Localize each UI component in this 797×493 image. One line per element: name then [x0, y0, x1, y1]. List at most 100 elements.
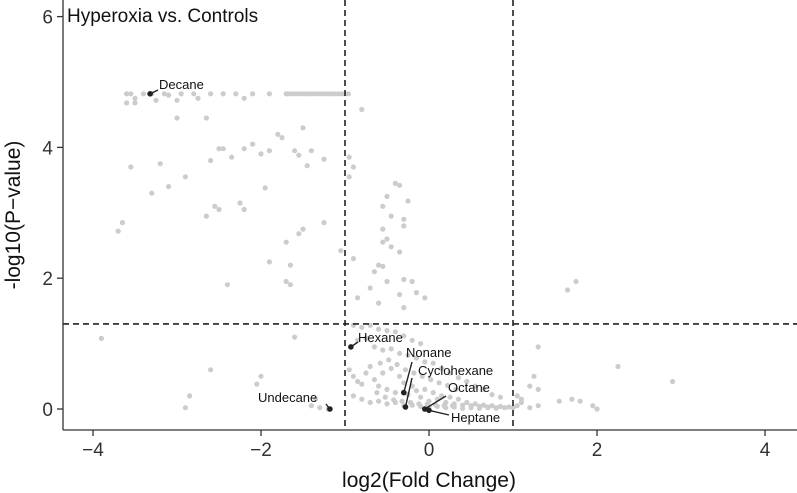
- data-point: [266, 259, 272, 265]
- data-point: [382, 394, 388, 400]
- data-point: [296, 152, 302, 158]
- data-point: [489, 403, 495, 409]
- data-point: [359, 324, 365, 330]
- leader-line-heptane: [428, 409, 450, 416]
- data-point: [424, 401, 430, 407]
- data-point: [262, 185, 268, 191]
- data-point: [388, 213, 394, 219]
- y-tick-label: 0: [42, 400, 53, 421]
- y-tick-label: 6: [42, 8, 53, 29]
- data-point: [124, 100, 130, 106]
- data-point: [418, 341, 424, 347]
- data-point: [254, 381, 260, 387]
- data-point: [367, 285, 373, 291]
- data-point: [514, 403, 520, 409]
- data-point: [287, 262, 293, 268]
- leader-line-octane: [424, 395, 447, 410]
- data-point: [401, 380, 407, 386]
- y-axis-title: -log10(P−value): [2, 141, 25, 290]
- annotation-label-undecane: Undecane: [258, 390, 317, 405]
- data-point: [376, 383, 382, 389]
- data-point: [455, 396, 461, 402]
- data-point: [453, 386, 459, 392]
- y-tick-label: 4: [42, 138, 53, 159]
- data-point: [518, 396, 525, 402]
- data-point: [220, 146, 226, 152]
- data-point: [266, 148, 272, 154]
- data-point: [350, 164, 356, 170]
- data-point: [371, 344, 377, 350]
- data-point: [384, 278, 390, 285]
- data-point: [216, 146, 222, 152]
- data-point: [615, 363, 621, 370]
- data-point: [430, 390, 436, 396]
- data-point: [485, 405, 491, 411]
- data-point: [401, 223, 407, 229]
- data-point: [119, 220, 125, 226]
- data-point: [481, 386, 487, 392]
- data-point: [405, 352, 411, 358]
- data-point: [510, 405, 516, 411]
- data-point: [292, 334, 298, 340]
- x-tick-label: 2: [592, 440, 603, 461]
- data-point: [392, 180, 398, 186]
- data-point: [266, 91, 272, 97]
- data-point: [229, 154, 235, 160]
- annotation-label-cyclohexane: Cyclohexane: [418, 363, 493, 378]
- data-point: [590, 403, 596, 409]
- data-point: [401, 305, 407, 311]
- data-point: [392, 329, 398, 335]
- data-point: [430, 360, 436, 366]
- data-point: [380, 263, 386, 269]
- data-point: [321, 156, 327, 162]
- annotation-label-decane: Decane: [159, 77, 204, 92]
- data-point: [569, 396, 575, 402]
- data-point: [338, 248, 344, 254]
- data-point: [275, 131, 281, 137]
- data-point: [287, 282, 293, 288]
- data-point: [409, 278, 415, 285]
- data-point: [377, 360, 383, 366]
- data-point: [371, 269, 377, 275]
- data-point: [413, 355, 419, 361]
- data-point: [472, 401, 478, 407]
- data-point: [367, 399, 373, 406]
- data-point: [489, 392, 495, 398]
- data-point: [384, 193, 390, 199]
- data-point: [241, 206, 247, 213]
- data-point: [380, 203, 386, 209]
- data-point: [367, 363, 373, 370]
- data-point: [514, 393, 520, 399]
- data-point: [313, 396, 319, 402]
- data-point: [355, 337, 361, 343]
- data-point: [506, 404, 512, 410]
- data-point: [391, 397, 397, 403]
- data-point: [317, 405, 323, 411]
- data-point: [497, 394, 503, 400]
- data-point: [392, 390, 398, 396]
- data-point: [416, 401, 422, 407]
- data-point: [380, 370, 386, 376]
- data-point: [124, 91, 130, 97]
- data-point: [380, 239, 386, 245]
- data-point: [308, 148, 314, 154]
- data-point: [527, 383, 533, 389]
- data-point: [153, 97, 159, 103]
- data-point: [565, 287, 571, 293]
- data-point: [208, 157, 214, 164]
- highlight-point-heptane: [426, 407, 432, 414]
- data-point: [224, 282, 230, 288]
- x-axis-title: log2(Fold Change): [342, 469, 516, 492]
- data-point: [380, 347, 386, 353]
- data-point: [178, 91, 184, 97]
- data-point: [241, 95, 247, 101]
- data-point: [401, 216, 407, 222]
- data-point: [386, 357, 392, 363]
- data-point: [128, 164, 134, 170]
- data-point: [279, 135, 285, 141]
- data-point: [359, 381, 365, 387]
- data-point: [308, 403, 314, 409]
- data-point: [388, 346, 394, 352]
- data-point: [472, 383, 478, 389]
